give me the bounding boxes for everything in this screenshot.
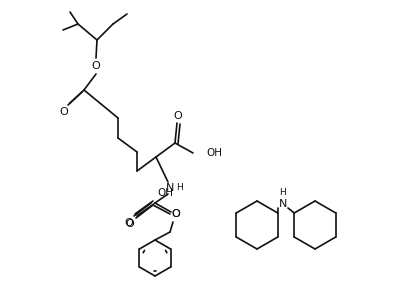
Text: O: O (125, 218, 133, 228)
Text: OH: OH (157, 188, 173, 198)
Text: H: H (280, 188, 286, 197)
Text: O: O (174, 111, 182, 121)
Text: O: O (172, 209, 180, 219)
Text: N: N (166, 183, 174, 193)
Text: OH: OH (206, 148, 222, 158)
Text: O: O (92, 61, 100, 71)
Text: O: O (60, 107, 68, 117)
Text: O: O (172, 209, 180, 219)
Text: H: H (176, 183, 183, 192)
Text: O: O (126, 219, 134, 229)
Text: N: N (279, 199, 287, 209)
